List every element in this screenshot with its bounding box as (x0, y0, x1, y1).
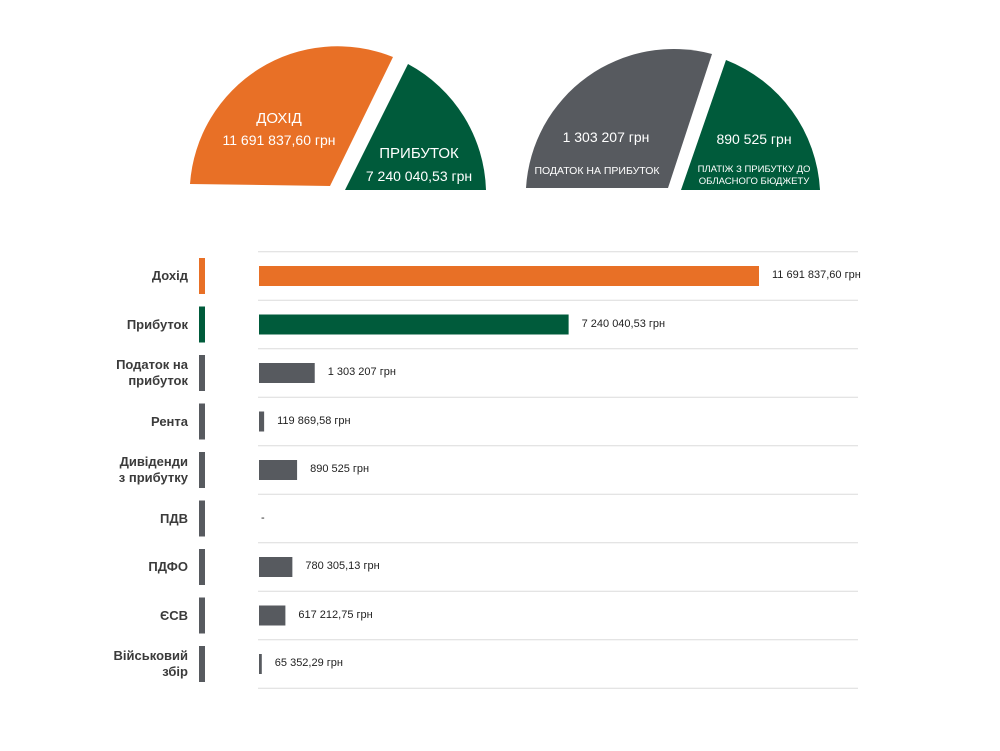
category-label-line: ПДВ (160, 510, 188, 526)
bar (259, 363, 315, 383)
value-label: 890 525 грн (310, 463, 370, 475)
row-accent-bar (199, 306, 205, 343)
profit-label: ПРИБУТОК (379, 145, 459, 162)
payment-label-line2: ОБЛАСНОГО БЮДЖЕТУ (699, 176, 810, 187)
payment-segment (681, 60, 820, 190)
category-label: Прибуток (68, 317, 188, 333)
category-label: ПДФО (68, 559, 188, 575)
category-label-line: Дивіденди (119, 454, 188, 469)
bars (259, 266, 759, 674)
row-accent-bar (199, 258, 205, 294)
row-accent-bar (199, 403, 205, 440)
category-label: Дохід (68, 268, 188, 284)
category-label-line: Військовий (113, 648, 188, 663)
value-label: 617 212,75 грн (298, 608, 373, 621)
category-label: Дивіденди з прибутку (68, 454, 188, 486)
category-label-line: Дохід (151, 268, 188, 283)
category-label-line: Рента (150, 413, 188, 429)
category-label-line: Прибуток (126, 316, 188, 332)
income-segment (190, 46, 393, 187)
category-label-line: Податок на (116, 357, 188, 372)
row-accent-bar (199, 646, 205, 682)
value-label: 119 869,58 грн (277, 414, 351, 427)
category-label-line: збір (162, 664, 188, 679)
tax-segment (526, 48, 712, 188)
row-accent-bar (199, 355, 205, 391)
category-label: Рента (68, 414, 188, 430)
grid-lines (258, 251, 858, 689)
income-label: ДОХІД (256, 110, 301, 127)
category-label: Військовий збір (68, 648, 188, 680)
profit-value: 7 240 040,53 грн (366, 168, 472, 184)
tax-value: 1 303 207 грн (563, 129, 650, 145)
bar (259, 557, 293, 577)
income-value: 11 691 837,60 грн (222, 132, 335, 148)
bar (259, 314, 569, 335)
value-label: 7 240 040,53 грн (581, 317, 666, 330)
row-accent-bar (199, 452, 205, 488)
payment-value: 890 525 грн (716, 131, 791, 147)
category-label-line: з прибутку (118, 470, 188, 485)
row-accent-bar (199, 549, 205, 585)
bar (259, 654, 262, 674)
summary-semicircles: ДОХІД 11 691 837,60 грн ПРИБУТОК 7 240 0… (190, 46, 820, 190)
accent-bars (199, 258, 205, 682)
payment-label-line1: ПЛАТІЖ З ПРИБУТКУ ДО (698, 164, 811, 175)
bar (259, 266, 759, 286)
value-label: 780 305,13 грн (305, 560, 380, 572)
tax-label: ПОДАТОК НА ПРИБУТОК (534, 165, 660, 177)
bar (259, 411, 265, 432)
category-label: Податок на прибуток (68, 357, 188, 389)
category-label-line: ПДФО (148, 559, 188, 574)
value-label: - (261, 511, 265, 524)
bar (259, 605, 286, 626)
value-label: 65 352,29 грн (274, 657, 343, 669)
category-label-line: прибуток (128, 373, 188, 388)
category-label: ЄСВ (68, 608, 188, 624)
bar (259, 460, 298, 480)
category-label-line: ЄСВ (159, 607, 188, 623)
value-label: 11 691 837,60 грн (772, 269, 861, 281)
row-accent-bar (199, 500, 205, 537)
profit-segment (345, 64, 486, 190)
category-label: ПДВ (68, 511, 188, 527)
row-accent-bar (199, 597, 205, 634)
value-label: 1 303 207 грн (327, 366, 396, 378)
